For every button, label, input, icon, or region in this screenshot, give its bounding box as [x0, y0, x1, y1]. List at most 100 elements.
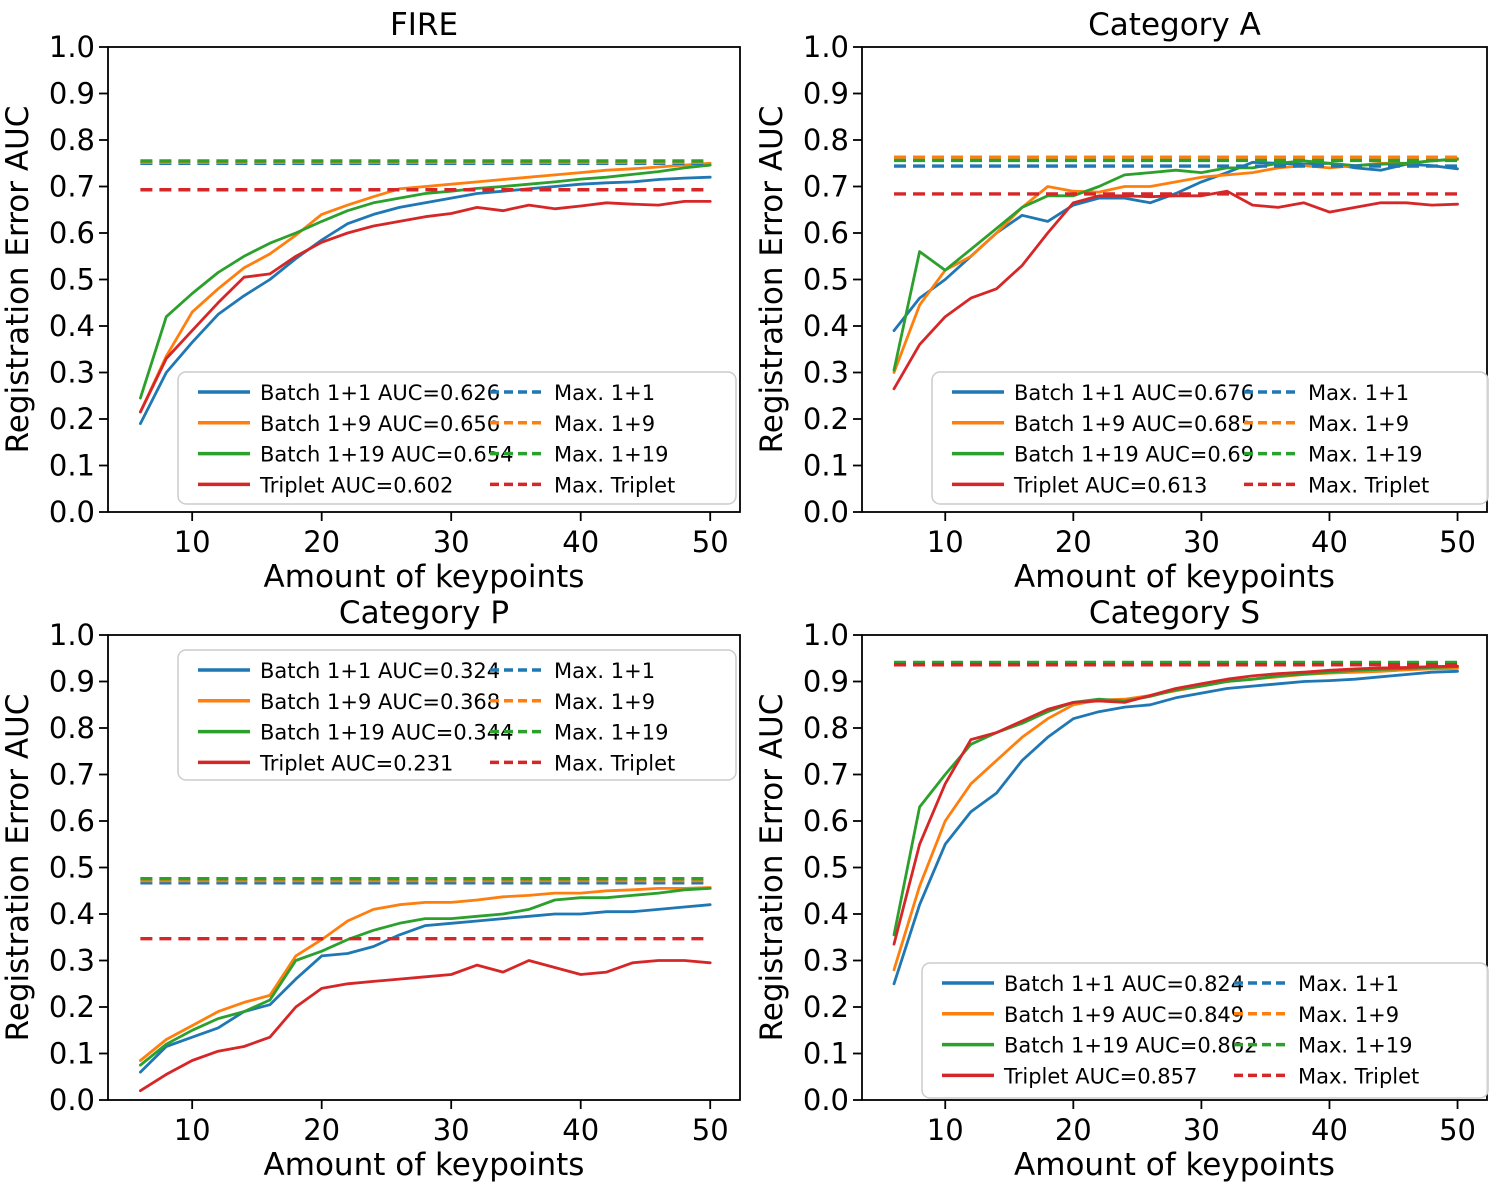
legend-label: Triplet AUC=0.857	[1003, 1064, 1197, 1088]
legend-label: Batch 1+1 AUC=0.676	[1014, 381, 1254, 405]
y-tick-label: 0.6	[803, 216, 849, 250]
y-tick-label: 0.4	[803, 897, 849, 931]
x-tick-label: 10	[927, 525, 964, 559]
legend-label: Max. Triplet	[554, 473, 675, 497]
subplot-title: Category P	[339, 595, 509, 631]
y-tick-label: 0.7	[49, 758, 95, 792]
legend-label: Max. 1+9	[1308, 412, 1409, 436]
plot-area-border	[107, 46, 741, 513]
y-tick-label: 0.3	[49, 356, 95, 390]
y-tick-label: 0.0	[49, 1083, 95, 1117]
plot-area-border	[861, 46, 1488, 513]
y-tick-label: 0.1	[803, 449, 849, 483]
x-tick-label: 20	[1055, 1113, 1092, 1147]
legend-box	[931, 371, 1489, 505]
legend-box	[177, 371, 737, 505]
legend-category-a: Batch 1+1 AUC=0.676 Max. 1+1 Batch 1+9 AUC…	[931, 371, 1489, 505]
y-tick-label: 0.2	[49, 402, 95, 436]
legend-label: Max. 1+1	[1298, 972, 1399, 996]
series-line-1	[892, 160, 1459, 333]
y-tick-label: 0.4	[49, 309, 95, 343]
x-tick-label: 30	[1183, 1113, 1220, 1147]
legend-box	[177, 649, 737, 781]
y-tick-label: 0.0	[49, 495, 95, 529]
legend-label: Batch 1+19 AUC=0.344	[260, 721, 514, 745]
x-tick-label: 30	[1183, 525, 1220, 559]
legend-label: Batch 1+19 AUC=0.654	[260, 443, 514, 467]
x-tick-label: 10	[927, 1113, 964, 1147]
series-line-3	[138, 887, 712, 1067]
x-axis-label: Amount of keypoints	[264, 1147, 585, 1183]
series-line-3	[892, 157, 1459, 372]
x-tick-label: 30	[433, 525, 470, 559]
legend-category-s: Batch 1+1 AUC=0.824 Max. 1+1 Batch 1+9 AUC…	[921, 962, 1489, 1099]
legend-label: Max. Triplet	[1298, 1064, 1419, 1088]
y-tick-label: 0.7	[49, 170, 95, 204]
y-tick-label: 0.7	[803, 170, 849, 204]
x-tick-label: 50	[1439, 1113, 1476, 1147]
legend-label: Max. 1+19	[1298, 1034, 1412, 1058]
y-tick-label: 0.2	[49, 990, 95, 1024]
series-line-4	[892, 189, 1459, 391]
y-tick-label: 0.0	[803, 495, 849, 529]
y-axis-label: Registration Error AUC	[0, 694, 36, 1042]
y-tick-label: 0.8	[49, 711, 95, 745]
legend-label: Triplet AUC=0.231	[259, 751, 453, 775]
y-tick-label: 0.1	[803, 1037, 849, 1071]
legend-label: Max. 1+1	[554, 381, 655, 405]
legend-label: Batch 1+1 AUC=0.824	[1004, 972, 1244, 996]
legend-label: Batch 1+19 AUC=0.862	[1004, 1034, 1258, 1058]
y-tick-label: 0.6	[803, 804, 849, 838]
plot-area-border	[107, 634, 741, 1101]
legend-label: Batch 1+9 AUC=0.849	[1004, 1003, 1244, 1027]
y-tick-label: 0.8	[803, 711, 849, 745]
y-tick-label: 0.5	[803, 263, 849, 297]
y-tick-label: 0.5	[49, 263, 95, 297]
legend-label: Batch 1+9 AUC=0.656	[260, 412, 500, 436]
x-tick-label: 20	[303, 1113, 340, 1147]
y-tick-label: 1.0	[49, 618, 95, 652]
y-tick-label: 0.9	[803, 665, 849, 699]
legend-category-p: Batch 1+1 AUC=0.324 Max. 1+1 Batch 1+9 AUC…	[177, 649, 737, 781]
y-tick-label: 0.8	[49, 123, 95, 157]
y-axis-label: Registration Error AUC	[754, 694, 790, 1042]
x-tick-label: 50	[692, 1113, 729, 1147]
subplot-title: Category S	[1089, 595, 1260, 631]
legend-label: Max. 1+9	[554, 412, 655, 436]
legend-label: Max. 1+19	[554, 721, 668, 745]
y-tick-label: 0.4	[49, 897, 95, 931]
y-tick-label: 0.9	[49, 77, 95, 111]
x-tick-label: 40	[1311, 1113, 1348, 1147]
x-tick-label: 50	[1439, 525, 1476, 559]
legend-label: Max. Triplet	[1308, 473, 1429, 497]
y-tick-label: 0.5	[803, 851, 849, 885]
x-tick-label: 50	[692, 525, 729, 559]
x-tick-label: 40	[562, 1113, 599, 1147]
legend-label: Batch 1+9 AUC=0.368	[260, 690, 500, 714]
series-line-4	[138, 959, 712, 1093]
x-tick-label: 20	[1055, 525, 1092, 559]
x-tick-label: 40	[1311, 525, 1348, 559]
legend-label: Max. 1+9	[554, 690, 655, 714]
y-tick-label: 0.3	[803, 944, 849, 978]
series-line-2	[892, 667, 1459, 972]
series-line-4	[138, 199, 712, 414]
series-line-2	[138, 161, 712, 414]
y-tick-label: 0.8	[803, 123, 849, 157]
x-axis-label: Amount of keypoints	[1014, 559, 1335, 595]
x-tick-label: 20	[303, 525, 340, 559]
series-line-1	[138, 903, 712, 1074]
subplot-fire: FIRE 0.0 0.1 0.2 0.3 0.4 0.5 0.6 0.7 0.8 0.9 1.0 10 2…	[0, 7, 741, 595]
y-tick-label: 0.9	[803, 77, 849, 111]
legend-label: Batch 1+9 AUC=0.685	[1014, 412, 1254, 436]
legend-label: Batch 1+19 AUC=0.69	[1014, 443, 1254, 467]
legend-label: Triplet AUC=0.602	[259, 473, 453, 497]
legend-fire: Batch 1+1 AUC=0.626 Max. 1+1 Batch 1+9 AUC…	[177, 371, 737, 505]
y-tick-label: 0.1	[49, 449, 95, 483]
y-tick-label: 0.9	[49, 665, 95, 699]
y-tick-label: 0.3	[803, 356, 849, 390]
y-tick-label: 0.4	[803, 309, 849, 343]
subplot-title: FIRE	[390, 7, 458, 43]
y-axis-label: Registration Error AUC	[754, 106, 790, 454]
